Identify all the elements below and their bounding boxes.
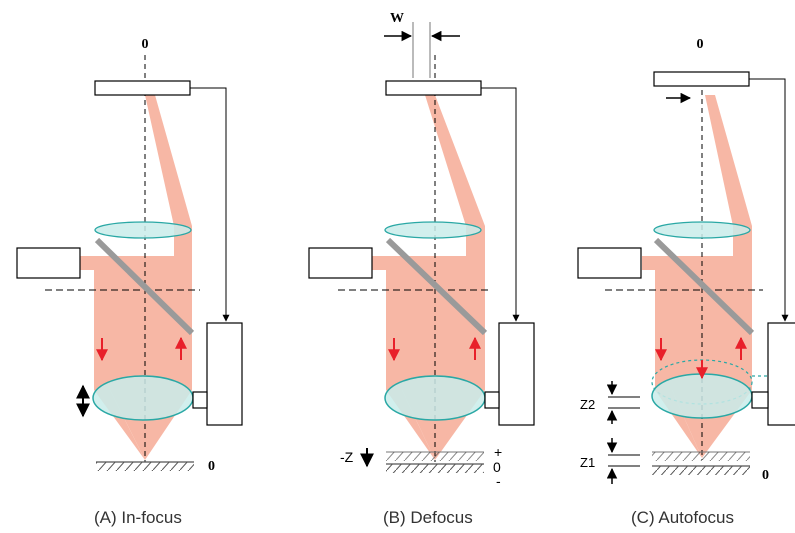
detector	[385, 80, 482, 96]
caption-in-focus: (A) In-focus	[94, 508, 182, 527]
feedback-line	[749, 78, 789, 322]
detector	[653, 71, 750, 87]
objective-lens	[92, 375, 194, 421]
light-source	[577, 247, 642, 279]
zero-label: 0	[493, 459, 501, 475]
caption-autofocus: (C) Autofocus	[631, 508, 734, 527]
z-offset-label: -Z	[340, 449, 354, 465]
z2-label: Z2	[580, 397, 595, 412]
upper-lens	[94, 221, 192, 239]
sample-hatch-lower	[386, 464, 484, 473]
sample-zero-label: 0	[208, 459, 215, 474]
objective-lens	[384, 375, 486, 421]
panel-autofocus: Z2 Z1 0 0	[577, 37, 795, 484]
beam	[94, 256, 110, 390]
objective-lens	[651, 373, 753, 419]
panel-defocus: W -Z + 0 -	[308, 11, 535, 489]
plus-label: +	[494, 444, 502, 460]
light-source	[16, 247, 81, 279]
beam-splitter	[653, 237, 755, 336]
z1-label: Z1	[580, 455, 595, 470]
return-beam	[145, 95, 192, 390]
axis-zero-label: 0	[142, 37, 149, 52]
panel-in-focus: 0 0	[16, 37, 243, 474]
actuator	[498, 322, 535, 426]
actuator-link	[192, 391, 208, 409]
light-source	[308, 247, 373, 279]
return-beam	[705, 95, 752, 390]
feedback-line	[481, 87, 520, 322]
caption-defocus: (B) Defocus	[383, 508, 473, 527]
actuator-link	[484, 391, 500, 409]
beam-splitter	[94, 237, 195, 336]
beam	[655, 256, 672, 390]
sample-zero-label: 0	[762, 468, 769, 483]
detector	[94, 80, 191, 96]
upper-lens	[384, 221, 482, 239]
minus-label: -	[496, 473, 501, 489]
axis-zero-label: 0	[697, 37, 704, 52]
beam	[386, 256, 402, 390]
sample-hatch	[96, 462, 194, 471]
actuator	[767, 322, 795, 426]
upper-lens	[653, 221, 751, 239]
beam-splitter	[385, 237, 488, 336]
feedback-line	[190, 87, 230, 322]
actuator	[206, 322, 243, 426]
sample-hatch-lower	[652, 466, 750, 475]
sample-hatch-upper	[652, 452, 750, 461]
actuator-link	[751, 391, 769, 409]
width-label: W	[390, 11, 404, 26]
sample-hatch-upper	[386, 452, 484, 461]
